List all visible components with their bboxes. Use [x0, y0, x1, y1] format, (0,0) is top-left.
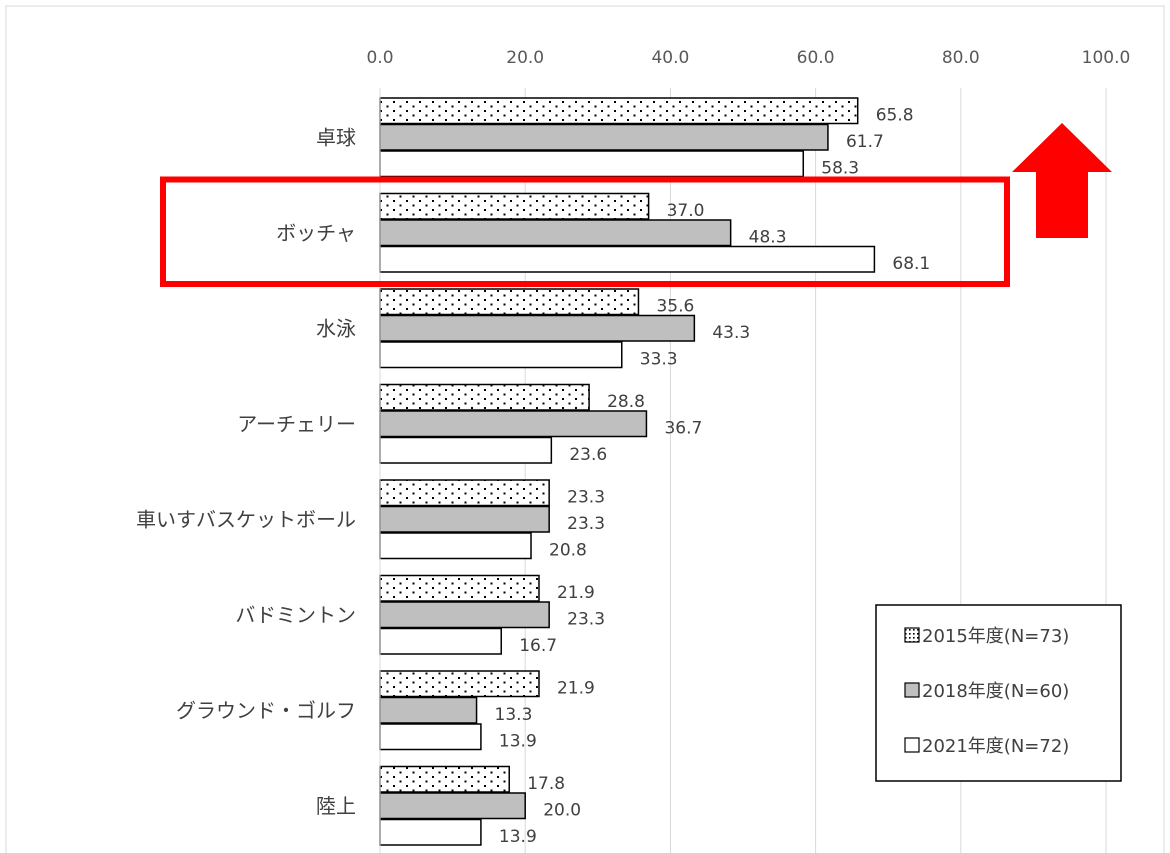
x-tick-label: 80.0 [942, 48, 980, 68]
bar [379, 341, 623, 369]
category-label: アーチェリー [237, 412, 356, 436]
data-label: 35.6 [656, 297, 694, 317]
x-tick-label: 0.0 [366, 48, 393, 68]
data-labels: 65.8 61.7 58.3 37.0 48.3 68.1 35.6 43.3 33.3 28.8… [495, 106, 931, 848]
bar [379, 288, 640, 316]
bar [379, 670, 540, 698]
category-label: 車いすバスケットボール [136, 507, 356, 531]
legend-entry: 2018年度(N=60) [922, 681, 1069, 702]
x-tick-label: 20.0 [506, 48, 544, 68]
category-label: 水泳 [316, 316, 356, 340]
data-label: 23.3 [567, 610, 605, 630]
data-label: 61.7 [846, 132, 884, 152]
data-label: 20.8 [549, 541, 587, 561]
highlight-box [160, 176, 1010, 287]
up-arrow-icon [1012, 123, 1112, 238]
data-label: 28.8 [607, 392, 645, 412]
legend-entry: 2015年度(N=73) [922, 626, 1069, 647]
x-axis-ticks: 0.0 20.0 40.0 60.0 80.0 100.0 [366, 48, 1130, 68]
bar [379, 245, 876, 273]
data-label: 20.0 [543, 801, 581, 821]
data-label: 17.8 [527, 774, 565, 794]
data-label: 23.3 [567, 488, 605, 508]
bar [379, 314, 696, 342]
data-label: 68.1 [892, 254, 930, 274]
data-label: 43.3 [712, 323, 750, 343]
x-tick-label: 100.0 [1082, 48, 1131, 68]
data-label: 13.3 [495, 705, 533, 725]
x-tick-label: 60.0 [797, 48, 835, 68]
data-label: 23.6 [569, 445, 607, 465]
category-label: 陸上 [316, 794, 356, 818]
bar [379, 574, 540, 602]
bar [379, 192, 650, 220]
bar [379, 818, 482, 846]
category-label: 卓球 [316, 125, 356, 149]
bar [379, 383, 590, 411]
bar [379, 792, 526, 820]
bar [379, 601, 550, 629]
bar [379, 479, 550, 507]
data-label: 48.3 [749, 228, 787, 248]
bar [379, 532, 532, 560]
legend-swatch [904, 737, 920, 753]
data-label: 21.9 [557, 679, 595, 699]
bar [379, 150, 805, 178]
data-label: 13.9 [499, 827, 537, 847]
bar [379, 97, 859, 125]
bar [379, 505, 550, 533]
data-label: 58.3 [821, 159, 859, 179]
bar-series [379, 97, 876, 846]
category-label: バドミントン [235, 603, 356, 627]
data-label: 16.7 [519, 636, 557, 656]
legend-swatch [904, 682, 920, 698]
bar [379, 723, 482, 751]
bar [379, 696, 478, 724]
x-tick-label: 40.0 [651, 48, 689, 68]
bar [379, 627, 502, 655]
data-label: 65.8 [876, 106, 914, 126]
legend-entry: 2021年度(N=72) [922, 736, 1069, 757]
legend-swatch [904, 627, 920, 643]
bar [379, 219, 732, 247]
category-label: グラウンド・ゴルフ [176, 698, 356, 722]
chart-frame [5, 5, 1165, 853]
category-labels: 卓球ボッチャ水泳アーチェリー車いすバスケットボールバドミントングラウンド・ゴルフ… [136, 125, 356, 818]
category-label: ボッチャ [276, 221, 356, 245]
bar [379, 410, 648, 438]
data-label: 36.7 [664, 419, 702, 439]
bar [379, 123, 829, 151]
bar [379, 436, 553, 464]
legend: 2015年度(N=73) 2018年度(N=60) 2021年度(N=72) [875, 604, 1122, 782]
data-label: 37.0 [667, 201, 705, 221]
bar [379, 765, 510, 793]
data-label: 13.9 [499, 732, 537, 752]
data-label: 23.3 [567, 514, 605, 534]
data-label: 21.9 [557, 583, 595, 603]
data-label: 33.3 [640, 350, 678, 370]
